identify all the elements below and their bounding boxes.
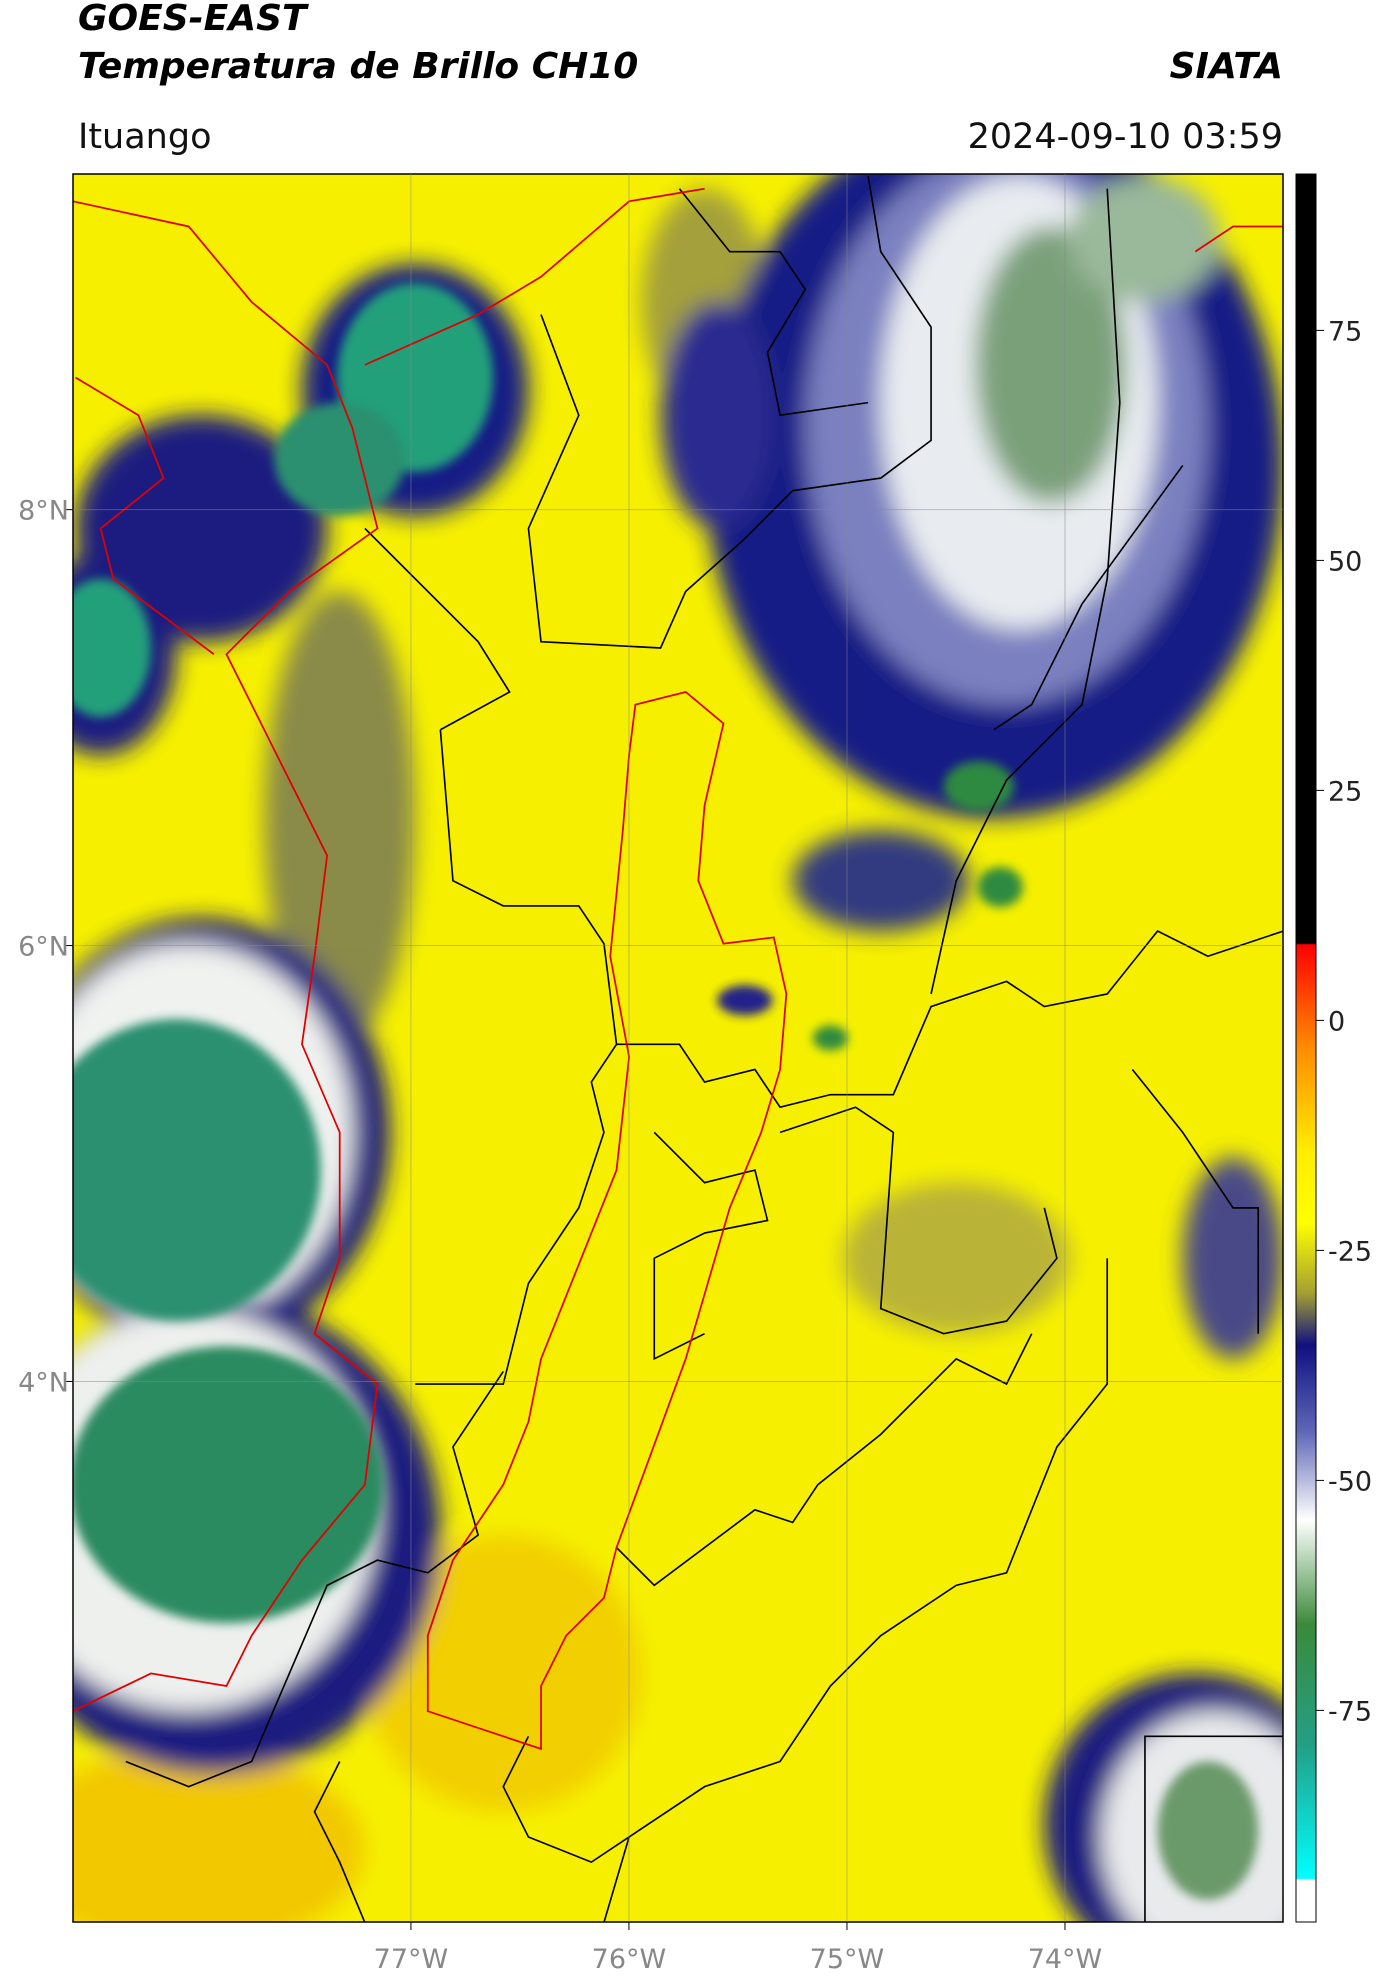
colorbar-tick-label: 75 xyxy=(1328,316,1362,347)
title: GOES-EAST xyxy=(78,0,309,39)
x-tick-label: 75°W xyxy=(810,1944,885,1975)
colorbar-tick-label: -50 xyxy=(1328,1466,1372,1497)
place: Ituango xyxy=(78,117,212,157)
subtitle: Temperatura de Brillo CH10 xyxy=(78,46,638,87)
colorbar-tick-label: 0 xyxy=(1328,1006,1345,1037)
y-tick-label: 6°N xyxy=(18,932,69,963)
x-tick-label: 76°W xyxy=(592,1944,667,1975)
colorbar-tick-label: -25 xyxy=(1328,1236,1372,1267)
y-tick-label: 4°N xyxy=(18,1367,69,1398)
colorbar-tick-label: 25 xyxy=(1328,776,1362,807)
colorbar-tick-label: -75 xyxy=(1328,1696,1372,1727)
datetime: 2024-09-10 03:59 xyxy=(968,117,1283,157)
colorbar-tick-label: 50 xyxy=(1328,546,1362,577)
satellite-image xyxy=(72,173,1284,1923)
x-tick-label: 77°W xyxy=(374,1944,449,1975)
brand: SIATA xyxy=(1170,46,1283,87)
y-tick-label: 8°N xyxy=(18,496,69,527)
colorbar xyxy=(1295,173,1317,1923)
x-tick-label: 74°W xyxy=(1028,1944,1103,1975)
map-frame xyxy=(72,173,1284,1923)
